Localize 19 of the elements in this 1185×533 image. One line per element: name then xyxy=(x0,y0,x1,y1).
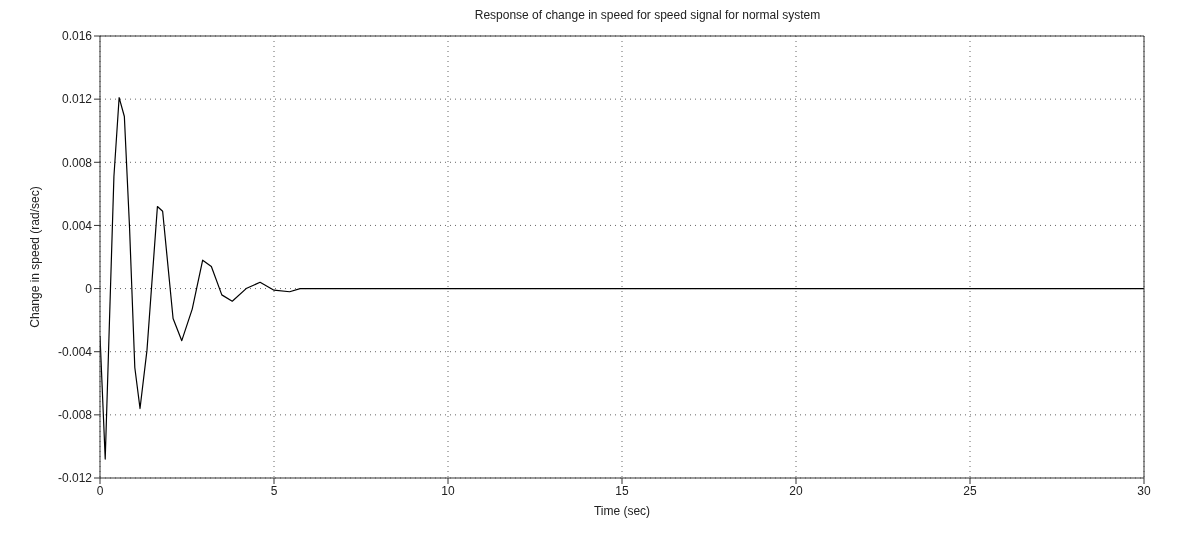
y-axis-title: Change in speed (rad/sec) xyxy=(28,186,43,328)
x-tick-label: 20 xyxy=(789,483,803,498)
y-tick-label: -0.012 xyxy=(57,471,93,486)
x-tick-label: 15 xyxy=(615,483,629,498)
line-series xyxy=(100,96,1144,460)
x-tick-label: 10 xyxy=(441,483,455,498)
y-tick-label: -0.008 xyxy=(57,408,93,423)
x-tick-label: 30 xyxy=(1137,483,1151,498)
x-tick-label: 5 xyxy=(270,483,278,498)
x-tick-label: 0 xyxy=(96,483,104,498)
x-axis-title: Time (sec) xyxy=(593,504,651,518)
y-tick-label: 0.004 xyxy=(61,218,93,233)
y-tick-label: 0.012 xyxy=(61,92,93,107)
chart-title: Response of change in speed for speed signal for normal system xyxy=(473,8,822,22)
y-tick-label: -0.004 xyxy=(57,344,93,359)
y-tick-label: 0.008 xyxy=(61,155,93,170)
y-tick-label: 0 xyxy=(85,281,93,296)
x-tick-label: 25 xyxy=(963,483,977,498)
y-tick-label: 0.016 xyxy=(61,29,93,44)
